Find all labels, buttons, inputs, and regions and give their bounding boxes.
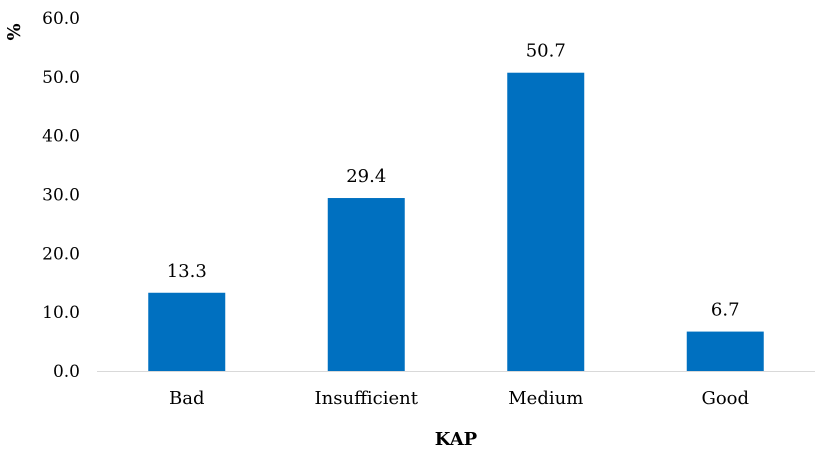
x-axis-title: KAP xyxy=(435,429,478,450)
y-tick-label: 20.0 xyxy=(42,244,80,264)
y-tick-label: 0.0 xyxy=(53,362,80,382)
category-label-good: Good xyxy=(701,388,749,409)
y-tick-label: 40.0 xyxy=(42,127,80,147)
category-label-medium: Medium xyxy=(508,388,583,409)
category-labels: Bad Insufficient Medium Good xyxy=(169,388,749,409)
y-tick-label: 30.0 xyxy=(42,186,80,206)
y-tick-label: 10.0 xyxy=(42,303,80,323)
bar-medium xyxy=(507,72,585,371)
category-label-bad: Bad xyxy=(169,388,204,409)
bar-bad xyxy=(148,292,226,371)
data-label-medium: 50.7 xyxy=(526,41,566,62)
y-tick-label: 60.0 xyxy=(42,9,80,29)
bar-good xyxy=(686,331,764,371)
bar-insufficient xyxy=(327,198,405,371)
data-label-insufficient: 29.4 xyxy=(346,166,386,187)
data-label-bad: 13.3 xyxy=(167,261,207,282)
data-label-good: 6.7 xyxy=(711,300,740,321)
data-labels: 13.3 29.4 50.7 6.7 xyxy=(167,41,740,321)
bars xyxy=(148,72,764,371)
y-axis-ticks: 0.0 10.0 20.0 30.0 40.0 50.0 60.0 xyxy=(42,9,80,382)
category-label-insufficient: Insufficient xyxy=(315,388,419,409)
y-tick-label: 50.0 xyxy=(42,68,80,88)
y-axis-title: % xyxy=(4,23,25,40)
